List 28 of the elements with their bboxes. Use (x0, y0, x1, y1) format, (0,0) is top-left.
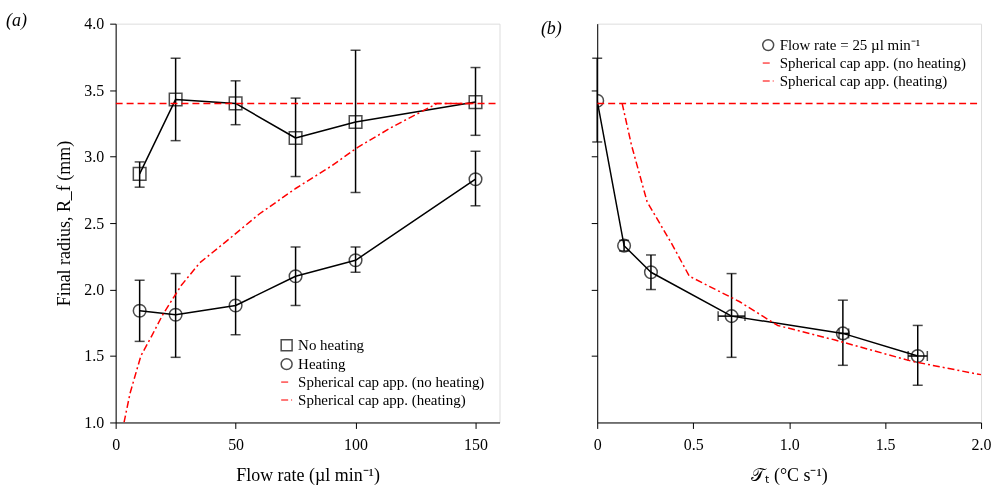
y-tick-label: 4.0 (84, 15, 105, 33)
x-tick-label: 2.0 (971, 435, 992, 453)
legend-label: No heating (298, 337, 365, 354)
y-tick-label: 2.5 (84, 214, 105, 232)
chart-title: (b) (540, 17, 562, 39)
legend-label: Flow rate = 25 µl min⁻¹ (779, 37, 921, 54)
x-axis-title: 𝒯ₜ (°C s⁻¹) (751, 464, 828, 486)
y-axis-title: Final radius, R_f (mm) (54, 140, 76, 307)
x-tick-label: 1.0 (779, 435, 800, 453)
legend-label: Spherical cap app. (heating) (779, 72, 948, 90)
x-tick-label: 0 (112, 435, 121, 453)
chart-title: (a) (5, 9, 27, 31)
x-axis-title: Flow rate (µl min⁻¹) (236, 464, 380, 486)
legend-label: Spherical cap app. (no heating) (779, 55, 966, 73)
x-tick-label: 50 (228, 435, 245, 453)
y-tick-label: 1.5 (84, 347, 105, 365)
x-tick-label: 0.5 (683, 435, 704, 453)
y-tick-label: 2.0 (84, 281, 105, 299)
x-tick-label: 1.5 (875, 435, 896, 453)
x-tick-label: 0 (593, 435, 602, 453)
y-tick-label: 3.0 (84, 148, 105, 166)
y-tick-label: 1.0 (84, 413, 105, 431)
x-tick-label: 150 (464, 435, 488, 453)
legend-label: Spherical cap app. (heating) (298, 392, 466, 410)
y-tick-label: 3.5 (84, 81, 105, 99)
x-tick-label: 100 (344, 435, 369, 453)
legend-label: Heating (298, 356, 346, 373)
legend-label: Spherical cap app. (no heating) (298, 374, 485, 392)
